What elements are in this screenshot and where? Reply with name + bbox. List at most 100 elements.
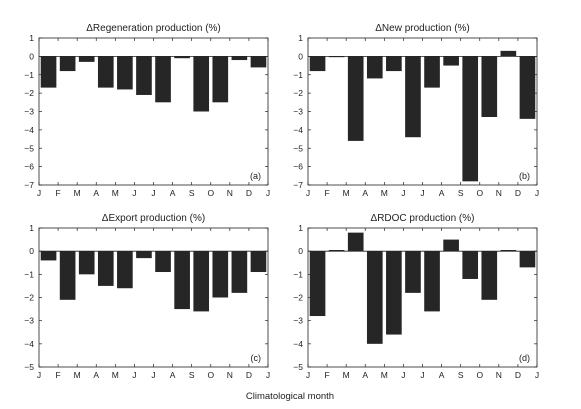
panel-label: (b) [519,171,530,181]
x-tick-label: D [515,370,521,380]
x-tick-label: J [266,370,270,380]
x-tick-label: F [324,370,329,380]
y-tick-label: −5 [293,143,303,153]
y-tick-label: −5 [293,362,303,372]
bar-a-7 [443,56,459,66]
bar-f-1 [328,250,345,252]
y-tick-label: 0 [29,51,34,61]
x-tick-label: N [227,188,233,198]
y-tick-label: 1 [298,33,303,43]
y-tick-label: 0 [298,246,303,256]
bar-m-4 [117,251,133,289]
x-tick-label: M [112,188,119,198]
x-tick-label: J [306,370,310,380]
bar-m-4 [386,251,402,335]
panel-label: (d) [519,353,530,363]
bar-j-0 [40,251,57,261]
y-tick-label: −7 [24,180,34,190]
x-tick-label: D [515,188,521,198]
x-tick-label: M [343,188,350,198]
bar-a-3 [97,251,114,286]
bar-f-1 [59,251,76,300]
x-tick-label: J [132,188,136,198]
y-tick-label: −1 [24,269,34,279]
bar-a-7 [174,56,190,59]
bar-a-7 [174,251,190,310]
bar-d-11 [519,56,536,119]
y-tick-label: 1 [298,223,303,233]
x-tick-label: J [306,188,310,198]
y-tick-label: −2 [293,293,303,303]
x-tick-label: O [207,188,214,198]
y-tick-label: −1 [293,269,303,279]
x-tick-label: J [535,370,539,380]
bar-o-9 [212,56,229,103]
y-tick-label: −3 [293,316,303,326]
y-tick-label: 0 [29,246,34,256]
bar-a-3 [366,251,383,344]
x-tick-label: A [439,188,445,198]
y-tick-label: 0 [298,51,303,61]
bar-s-8 [462,251,479,279]
x-tick-label: A [93,370,99,380]
y-tick-label: −2 [24,88,34,98]
bar-d-11 [519,251,536,268]
y-tick-label: −7 [293,180,303,190]
bar-m-2 [78,251,95,275]
bar-m-2 [78,56,95,62]
x-tick-label: S [458,188,464,198]
bar-a-3 [366,56,383,79]
x-tick-label: J [37,370,41,380]
bar-d-11 [250,251,267,273]
x-tick-label: J [420,370,424,380]
y-tick-label: −6 [24,162,34,172]
y-tick-label: 1 [29,33,34,43]
bar-a-3 [97,56,114,88]
x-tick-label: A [170,370,176,380]
bar-f-1 [59,56,76,72]
chart-title: ΔRDOC production (%) [371,213,475,224]
panel-label: (c) [251,353,262,363]
bar-j-5 [136,251,152,259]
x-tick-label: A [93,188,99,198]
x-tick-label: O [476,370,483,380]
x-tick-label: M [381,188,388,198]
y-tick-label: −3 [293,107,303,117]
x-tick-label: M [343,370,350,380]
x-tick-label: N [496,370,502,380]
bar-n-10 [500,50,517,57]
y-tick-label: −4 [293,125,303,135]
x-tick-label: J [420,188,424,198]
bar-f-1 [328,56,345,58]
x-tick-label: J [401,188,405,198]
y-tick-label: −3 [24,107,34,117]
bar-j-6 [424,56,440,88]
chart-title: ΔNew production (%) [375,23,470,34]
x-axis-title: Climatological month [246,391,334,402]
bar-j-6 [155,56,171,103]
chart-panel-a: 10−1−2−3−4−5−6−7J F M A M J J A S O N D JΔRegenerati… [24,23,270,198]
y-tick-label: −3 [24,316,34,326]
bar-j-5 [405,251,421,293]
panel-label: (a) [250,171,261,181]
bar-m-4 [117,56,133,90]
bar-d-11 [250,56,267,68]
x-tick-label: J [535,188,539,198]
x-tick-label: O [207,370,214,380]
y-tick-label: −6 [293,162,303,172]
x-tick-label: A [362,188,368,198]
bar-j-5 [136,56,152,95]
x-tick-label: N [496,188,502,198]
bar-j-5 [405,56,421,138]
chart-panels: 10−1−2−3−4−5−6−7J F M A M J J A S O N D JΔRegenerati… [24,23,539,380]
bar-s-8 [193,56,210,112]
x-tick-label: M [74,188,81,198]
x-tick-label: N [227,370,233,380]
y-tick-label: −4 [293,339,303,349]
bar-s-8 [193,251,210,312]
bar-n-10 [231,251,248,293]
